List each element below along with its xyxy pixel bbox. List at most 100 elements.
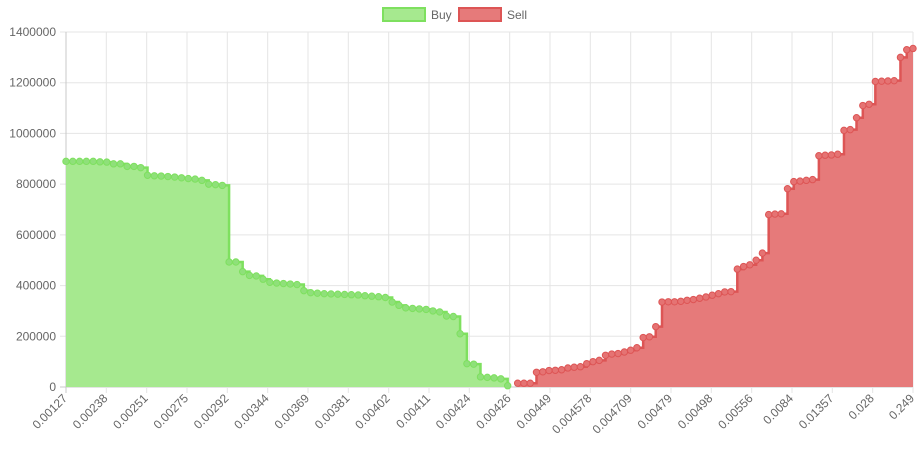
buy-point bbox=[252, 272, 260, 280]
legend: Buy Sell bbox=[382, 7, 527, 22]
x-tick-label: 0.00238 bbox=[70, 391, 111, 432]
sell-point bbox=[833, 150, 842, 158]
x-tick-label: 0.00479 bbox=[635, 391, 676, 432]
sell-point bbox=[626, 346, 635, 354]
sell-point bbox=[846, 125, 854, 134]
sell-point bbox=[764, 210, 773, 219]
x-tick-label: 0.01357 bbox=[796, 391, 837, 432]
sell-point bbox=[896, 53, 905, 62]
buy-point bbox=[130, 162, 138, 171]
x-tick-label: 0.00411 bbox=[393, 391, 433, 431]
x-tick-label: 0.00556 bbox=[715, 391, 756, 432]
buy-point bbox=[164, 172, 172, 181]
x-tick-label: 0.00275 bbox=[151, 391, 192, 432]
x-tick-label: 0.00449 bbox=[514, 391, 555, 432]
sell-point bbox=[526, 379, 534, 387]
legend-sell: Sell bbox=[458, 7, 527, 22]
sell-point bbox=[677, 297, 685, 305]
buy-point bbox=[347, 291, 356, 299]
buy-point bbox=[313, 289, 322, 297]
buy-point bbox=[89, 157, 97, 166]
sell-point bbox=[821, 151, 829, 159]
sell-point bbox=[903, 46, 911, 54]
y-tick-label: 200000 bbox=[16, 329, 56, 343]
sell-point bbox=[539, 368, 547, 376]
buy-point bbox=[497, 375, 505, 383]
y-tick-label: 1400000 bbox=[9, 25, 56, 39]
buy-point bbox=[354, 291, 362, 299]
x-tick-label: 0.00424 bbox=[433, 391, 474, 432]
buy-point bbox=[69, 157, 77, 166]
buy-point bbox=[449, 312, 458, 321]
sell-point bbox=[890, 76, 898, 85]
buy-point bbox=[184, 174, 193, 183]
sell-point bbox=[570, 363, 578, 371]
sell-point bbox=[802, 176, 811, 185]
sell-point bbox=[595, 356, 603, 365]
sell-point bbox=[783, 185, 792, 193]
sell-point bbox=[513, 379, 522, 387]
sell-point bbox=[532, 368, 541, 376]
sell-point bbox=[551, 366, 560, 374]
sell-point bbox=[721, 288, 729, 296]
sell-point bbox=[909, 44, 917, 53]
buy-point bbox=[340, 290, 349, 299]
x-tick-label: 0.00381 bbox=[312, 391, 353, 432]
x-tick-label: 0.249 bbox=[886, 391, 917, 422]
buy-point bbox=[334, 290, 342, 298]
legend-sell-swatch bbox=[458, 7, 502, 22]
buy-point bbox=[286, 280, 294, 288]
sell-point bbox=[790, 177, 798, 186]
buy-point bbox=[381, 293, 390, 302]
buy-point bbox=[109, 160, 118, 168]
buy-point bbox=[306, 288, 315, 297]
buy-point bbox=[476, 373, 485, 381]
sell-point bbox=[727, 287, 735, 296]
legend-buy: Buy bbox=[382, 7, 452, 22]
buy-point bbox=[442, 312, 451, 320]
sell-point bbox=[652, 322, 660, 331]
buy-point bbox=[293, 280, 301, 289]
sell-point bbox=[639, 333, 647, 342]
buy-point bbox=[395, 301, 403, 310]
buy-point bbox=[123, 162, 131, 171]
x-tick-label: 0.028 bbox=[846, 391, 877, 422]
legend-buy-swatch bbox=[382, 7, 426, 22]
buy-point bbox=[469, 360, 478, 368]
sell-point bbox=[582, 359, 591, 368]
buy-point bbox=[388, 298, 396, 306]
sell-point bbox=[871, 77, 880, 86]
buy-point bbox=[96, 158, 104, 166]
buy-point bbox=[82, 157, 91, 166]
buy-point bbox=[177, 174, 186, 182]
buy-point bbox=[116, 160, 125, 168]
buy-point bbox=[157, 172, 165, 180]
sell-point bbox=[758, 249, 767, 257]
buy-point bbox=[171, 173, 179, 181]
buy-point bbox=[238, 267, 247, 276]
x-tick-label: 0.00251 bbox=[110, 391, 151, 432]
buy-point bbox=[422, 305, 430, 314]
buy-point bbox=[62, 157, 70, 166]
sell-point bbox=[683, 296, 691, 304]
sell-point bbox=[658, 298, 666, 306]
sell-point bbox=[752, 256, 760, 264]
sell-point bbox=[557, 366, 566, 374]
sell-point bbox=[840, 126, 848, 135]
buy-point bbox=[327, 290, 335, 298]
sell-point bbox=[771, 210, 779, 218]
point-layer bbox=[62, 44, 917, 390]
x-tick-label: 0.00426 bbox=[473, 391, 514, 432]
y-tick-label: 0 bbox=[49, 380, 56, 394]
sell-point bbox=[520, 379, 528, 387]
sell-point bbox=[614, 349, 622, 358]
buy-point bbox=[204, 180, 213, 188]
sell-point bbox=[708, 291, 716, 299]
x-tick-label: 0.004578 bbox=[549, 391, 595, 437]
buy-point bbox=[374, 293, 383, 301]
sell-point bbox=[664, 298, 672, 306]
buy-point bbox=[320, 289, 328, 298]
buy-point bbox=[259, 275, 267, 283]
buy-point bbox=[191, 175, 199, 183]
